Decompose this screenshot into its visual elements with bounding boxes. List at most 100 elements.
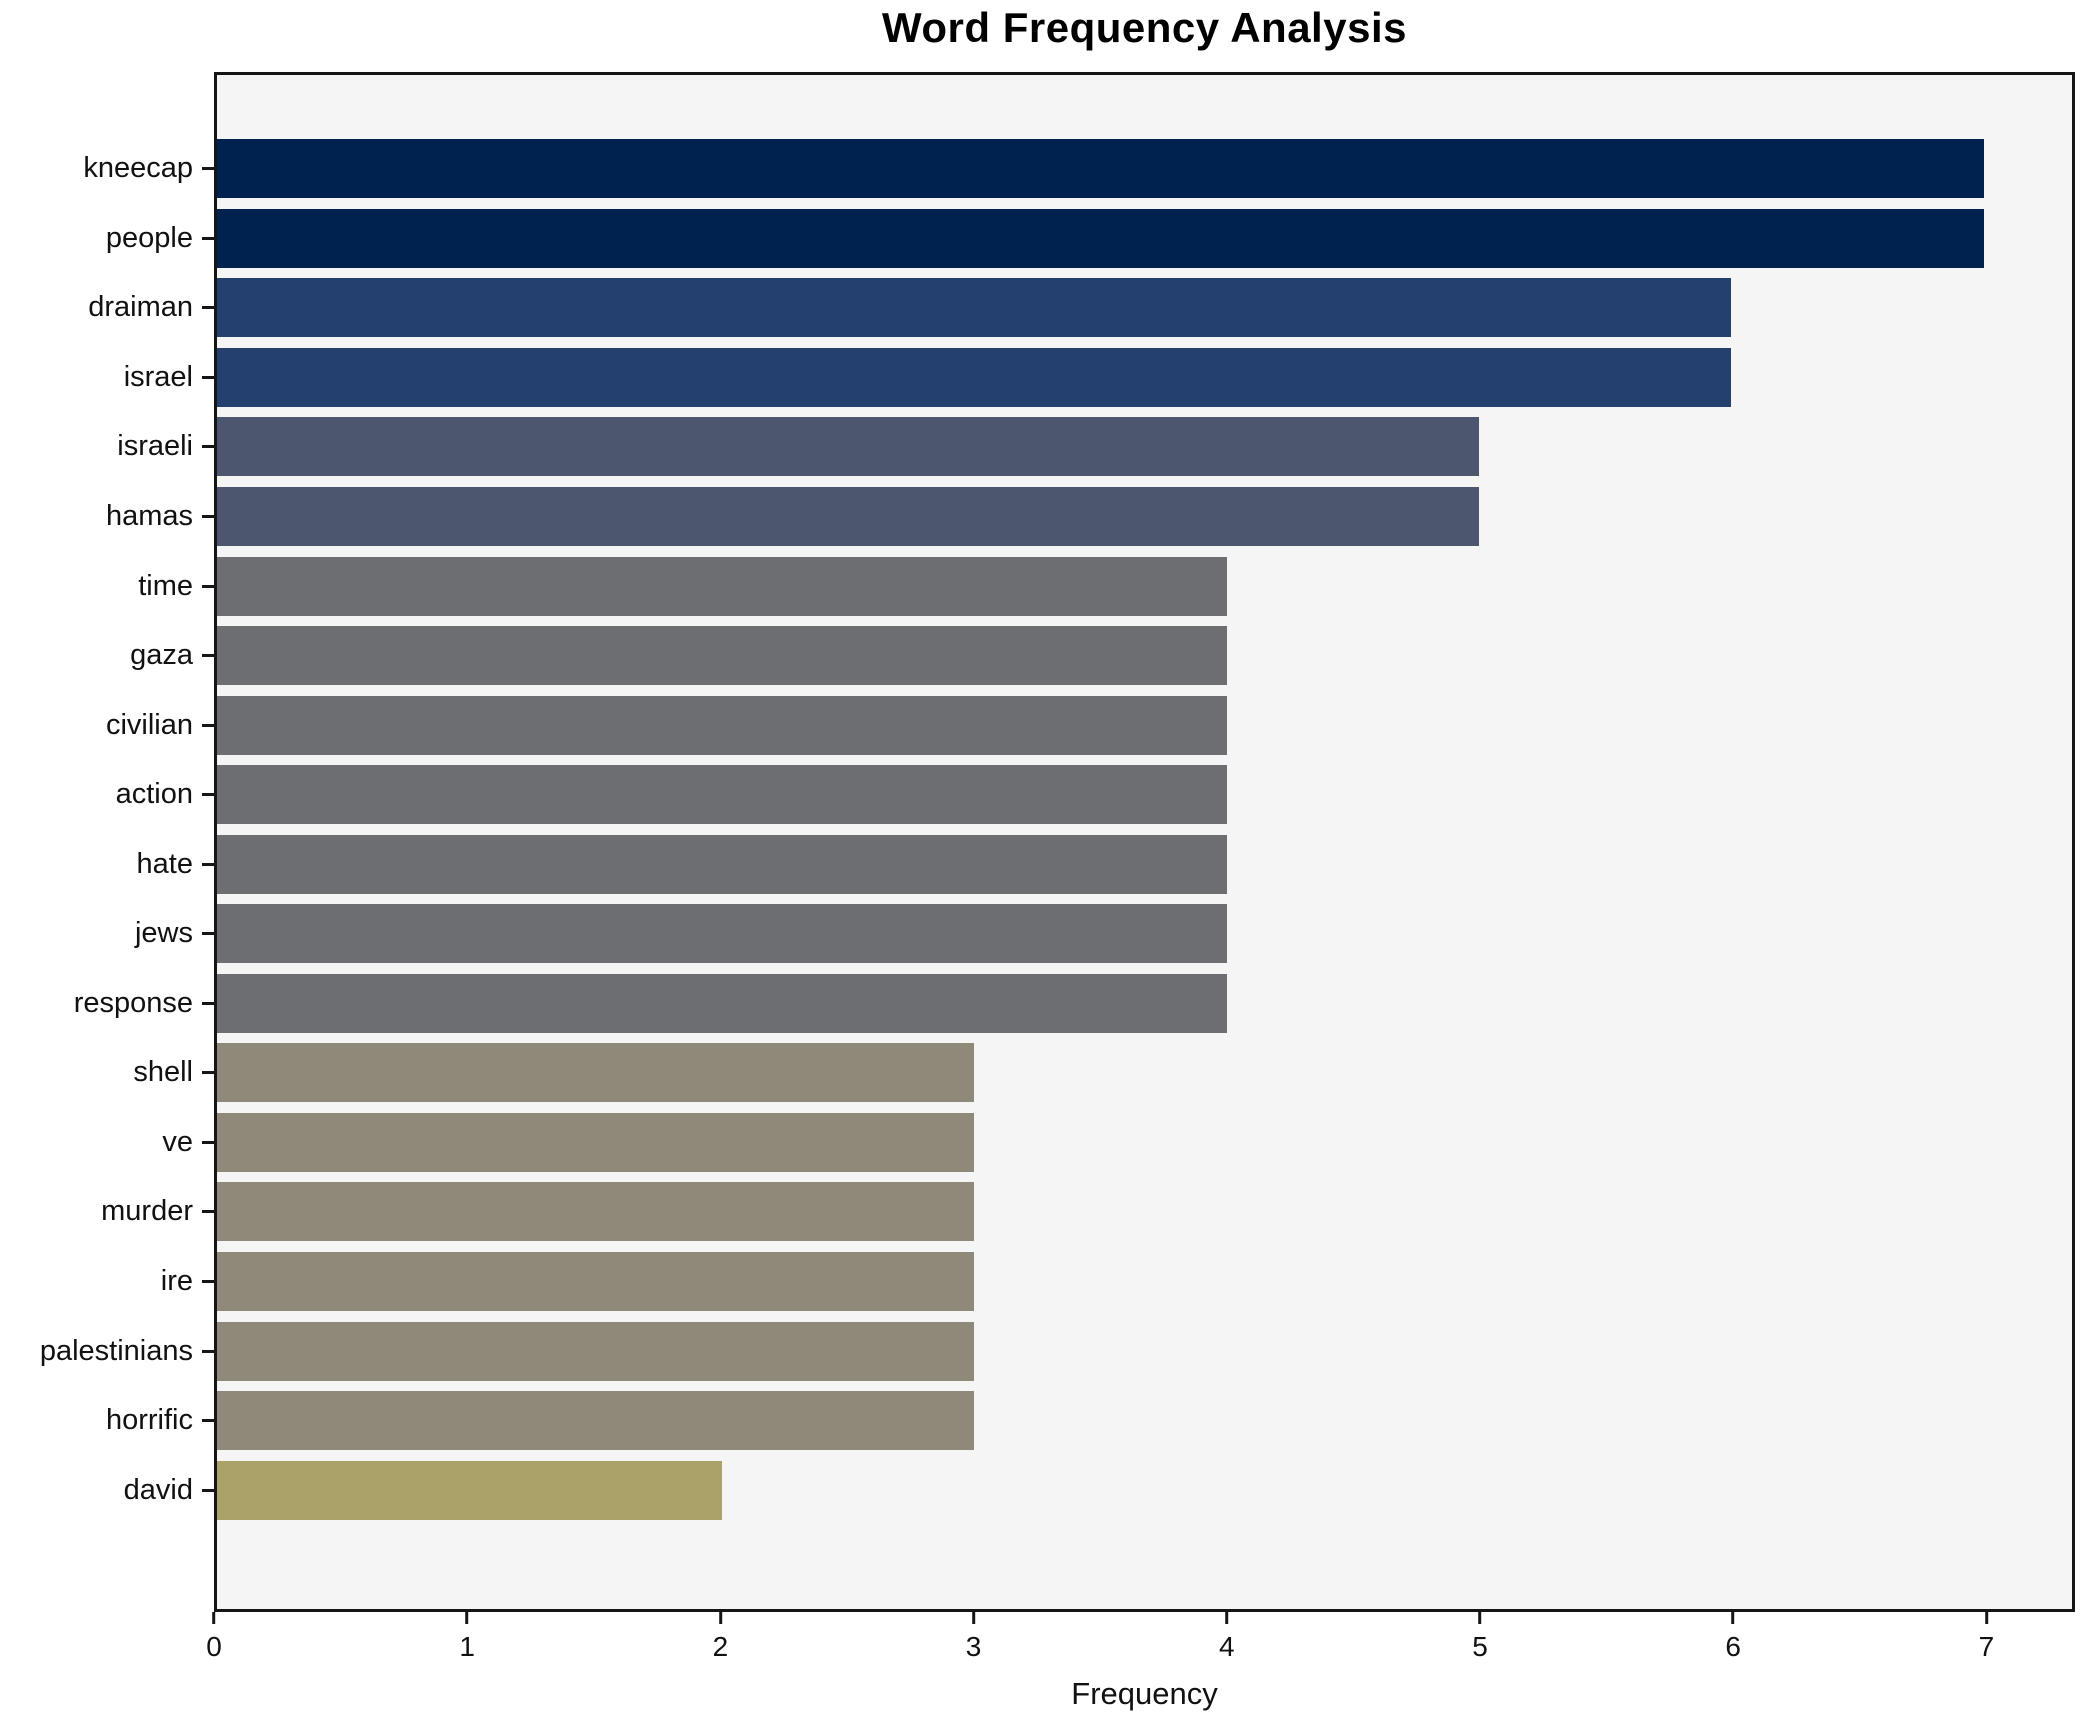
x-tick: 6	[1725, 1612, 1741, 1663]
y-label-row: israel	[0, 343, 214, 413]
y-tick-mark	[202, 1349, 214, 1353]
bar-row	[217, 1386, 2072, 1456]
y-tick-mark	[202, 375, 214, 379]
bar-palestinians	[217, 1321, 975, 1381]
y-label-row: jews	[0, 899, 214, 969]
bar-david	[217, 1460, 722, 1520]
x-axis-tick-label: 6	[1725, 1631, 1741, 1662]
bar-civilian	[217, 695, 1227, 755]
y-axis-label: people	[105, 221, 193, 254]
bar-israel	[217, 347, 1732, 407]
y-label-row: shell	[0, 1038, 214, 1108]
y-label-row: ire	[0, 1247, 214, 1317]
x-tick-mark	[1984, 1612, 1988, 1624]
y-tick-mark	[202, 1280, 214, 1284]
y-axis-label: david	[123, 1473, 193, 1506]
x-axis-title: Frequency	[1071, 1676, 1218, 1711]
x-tick-mark	[1478, 1612, 1482, 1624]
y-tick-mark	[202, 723, 214, 727]
y-tick-mark	[202, 1140, 214, 1144]
y-axis-label: murder	[101, 1195, 193, 1228]
bar-horrific	[217, 1391, 975, 1451]
bar-ve	[217, 1112, 975, 1172]
x-tick-mark	[212, 1612, 216, 1624]
bar-row	[217, 1038, 2072, 1108]
bar-row	[217, 1108, 2072, 1178]
x-tick: 0	[206, 1612, 222, 1663]
y-axis-label: gaza	[130, 639, 193, 672]
y-label-row: action	[0, 760, 214, 830]
bar-row	[217, 551, 2072, 621]
y-axis-label: hate	[136, 847, 193, 880]
x-axis-tick-label: 1	[459, 1631, 475, 1662]
y-tick-mark	[202, 515, 214, 518]
y-label-row: response	[0, 969, 214, 1039]
bar-row	[217, 1316, 2072, 1386]
y-tick-mark	[202, 584, 214, 588]
y-label-row: hate	[0, 829, 214, 899]
y-label-row: time	[0, 551, 214, 621]
x-tick: 7	[1979, 1612, 1994, 1663]
bar-israeli	[217, 417, 1479, 477]
bar-murder	[217, 1182, 975, 1242]
x-tick-mark	[1731, 1612, 1735, 1624]
x-axis-ticks: 0 1 2 3 4 5 6 7	[206, 1612, 2075, 1676]
y-tick-mark	[202, 793, 214, 797]
y-tick-mark	[202, 1210, 214, 1214]
y-axis-label: draiman	[88, 291, 193, 324]
x-tick: 5	[1472, 1612, 1488, 1663]
bar-row	[217, 969, 2072, 1039]
bar-hamas	[217, 487, 1479, 546]
y-axis-label: horrific	[105, 1404, 193, 1437]
y-label-row: ve	[0, 1108, 214, 1178]
bar-row	[217, 412, 2072, 482]
bar-row	[217, 1455, 2072, 1525]
bar-jews	[217, 904, 1227, 964]
bar-response	[217, 973, 1227, 1033]
y-axis-label: hamas	[105, 500, 193, 532]
y-tick-mark	[202, 445, 214, 449]
bar-action	[217, 765, 1227, 825]
bar-gaza	[217, 626, 1227, 686]
x-axis-tick-label: 0	[206, 1631, 222, 1662]
y-tick-mark	[202, 932, 214, 936]
y-axis-label: kneecap	[83, 152, 193, 185]
x-tick-mark	[465, 1612, 469, 1624]
y-label-row: murder	[0, 1177, 214, 1247]
chart-title: Word Frequency Analysis	[882, 4, 1407, 51]
bar-row	[217, 690, 2072, 760]
y-axis-label: israeli	[117, 430, 193, 463]
y-label-row: horrific	[0, 1386, 214, 1456]
y-label-row: draiman	[0, 273, 214, 343]
bar-row	[217, 134, 2072, 204]
x-tick-mark	[972, 1612, 976, 1624]
y-axis-label: civilian	[105, 708, 193, 741]
x-tick-mark	[718, 1612, 722, 1624]
bar-row	[217, 482, 2072, 552]
y-axis-label: response	[73, 986, 193, 1019]
x-tick-mark	[1225, 1612, 1229, 1624]
y-label-row: palestinians	[0, 1316, 214, 1386]
bars	[217, 134, 2072, 1525]
bar-row	[217, 621, 2072, 691]
y-label-row: hamas	[0, 482, 214, 552]
y-axis-label: time	[138, 569, 193, 602]
bar-people	[217, 208, 1984, 268]
bar-row	[217, 760, 2072, 830]
y-tick-mark	[202, 236, 214, 240]
y-label-row: david	[0, 1455, 214, 1525]
x-tick: 3	[966, 1612, 981, 1663]
y-label-row: kneecap	[0, 134, 214, 204]
y-axis-labels: kneecap people draiman israel israeli hamas ti…	[0, 134, 214, 1525]
y-axis-label: action	[115, 778, 193, 811]
bar-row	[217, 343, 2072, 413]
bar-row	[217, 1247, 2072, 1317]
y-tick-mark	[202, 306, 214, 310]
x-tick: 2	[713, 1612, 728, 1663]
bar-draiman	[217, 278, 1732, 338]
y-axis-label: ire	[160, 1265, 193, 1298]
x-axis-tick-label: 4	[1218, 1631, 1235, 1662]
y-label-row: gaza	[0, 621, 214, 691]
y-axis-label: jews	[134, 917, 193, 950]
